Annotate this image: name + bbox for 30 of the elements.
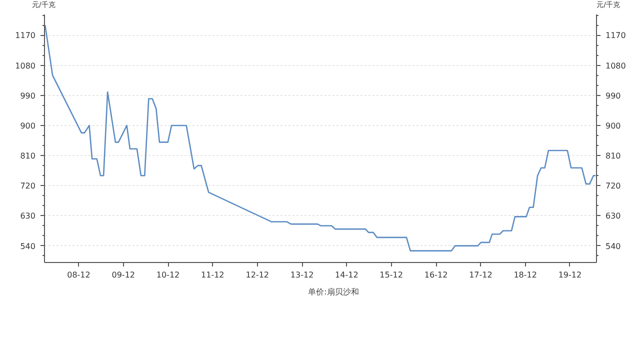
y2-tick-label: 540 bbox=[606, 242, 621, 251]
y-tick-label: 810 bbox=[20, 152, 36, 161]
y-tick-label: 720 bbox=[20, 182, 36, 191]
x-tick-label: 15-12 bbox=[380, 270, 403, 280]
y2-tick-label: 900 bbox=[606, 121, 621, 130]
x-tick-label: 08-12 bbox=[67, 270, 90, 280]
y-tick-label: 1170 bbox=[15, 31, 36, 40]
x-tick-label: 10-12 bbox=[156, 270, 180, 280]
text: 单价:扇贝沙和 bbox=[308, 286, 359, 298]
x-tick-label: 17-12 bbox=[469, 270, 492, 280]
y2-tick-label: 1080 bbox=[606, 61, 626, 70]
line-series bbox=[44, 24, 596, 252]
y-tick-label: 900 bbox=[20, 121, 36, 130]
y2-tick-label: 720 bbox=[606, 182, 621, 191]
x-tick-label: 16-12 bbox=[424, 270, 448, 280]
x-tick-label: 09-12 bbox=[112, 270, 135, 280]
y-tick-label: 990 bbox=[20, 91, 36, 100]
x-tick-label: 13-12 bbox=[290, 270, 314, 280]
x-tick-label: 14-12 bbox=[335, 270, 358, 280]
x-tick-label: 18-12 bbox=[514, 270, 537, 280]
y-tick-label: 1080 bbox=[15, 61, 36, 70]
x-tick-label: 12-12 bbox=[246, 270, 270, 280]
y-tick-label: 540 bbox=[20, 242, 36, 251]
y2-tick-label: 990 bbox=[606, 91, 621, 100]
x-tick-label: 19-12 bbox=[558, 270, 582, 280]
y2-tick-label: 630 bbox=[606, 212, 621, 221]
y2-tick-label: 1170 bbox=[606, 31, 626, 40]
y-tick-label: 630 bbox=[20, 212, 36, 221]
y2-tick-label: 810 bbox=[606, 152, 621, 161]
x-tick-label: 11-12 bbox=[201, 270, 224, 280]
